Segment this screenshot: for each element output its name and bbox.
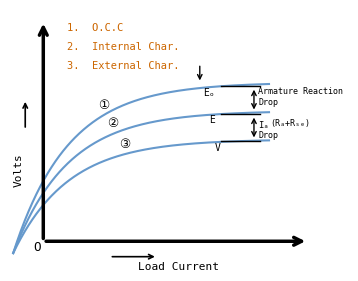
Text: Armature Reaction: Armature Reaction xyxy=(258,87,343,96)
Text: Drop: Drop xyxy=(258,131,279,140)
Text: O: O xyxy=(33,241,40,254)
Text: Load Current: Load Current xyxy=(138,262,219,272)
Text: 1.  O.C.C: 1. O.C.C xyxy=(67,23,124,33)
Text: ③: ③ xyxy=(119,138,130,151)
Text: Drop: Drop xyxy=(258,98,279,107)
Text: E: E xyxy=(209,115,215,125)
Text: ②: ② xyxy=(107,117,118,130)
Text: ①: ① xyxy=(98,99,109,112)
Text: Volts: Volts xyxy=(13,153,23,187)
Text: Eₒ: Eₒ xyxy=(203,88,215,98)
Text: V: V xyxy=(215,143,221,153)
Text: 2.  Internal Char.: 2. Internal Char. xyxy=(67,42,180,52)
Text: Iₐ: Iₐ xyxy=(258,121,269,130)
Text: (Rₐ+Rₛₑ): (Rₐ+Rₛₑ) xyxy=(271,119,310,128)
Text: 3.  External Char.: 3. External Char. xyxy=(67,61,180,71)
